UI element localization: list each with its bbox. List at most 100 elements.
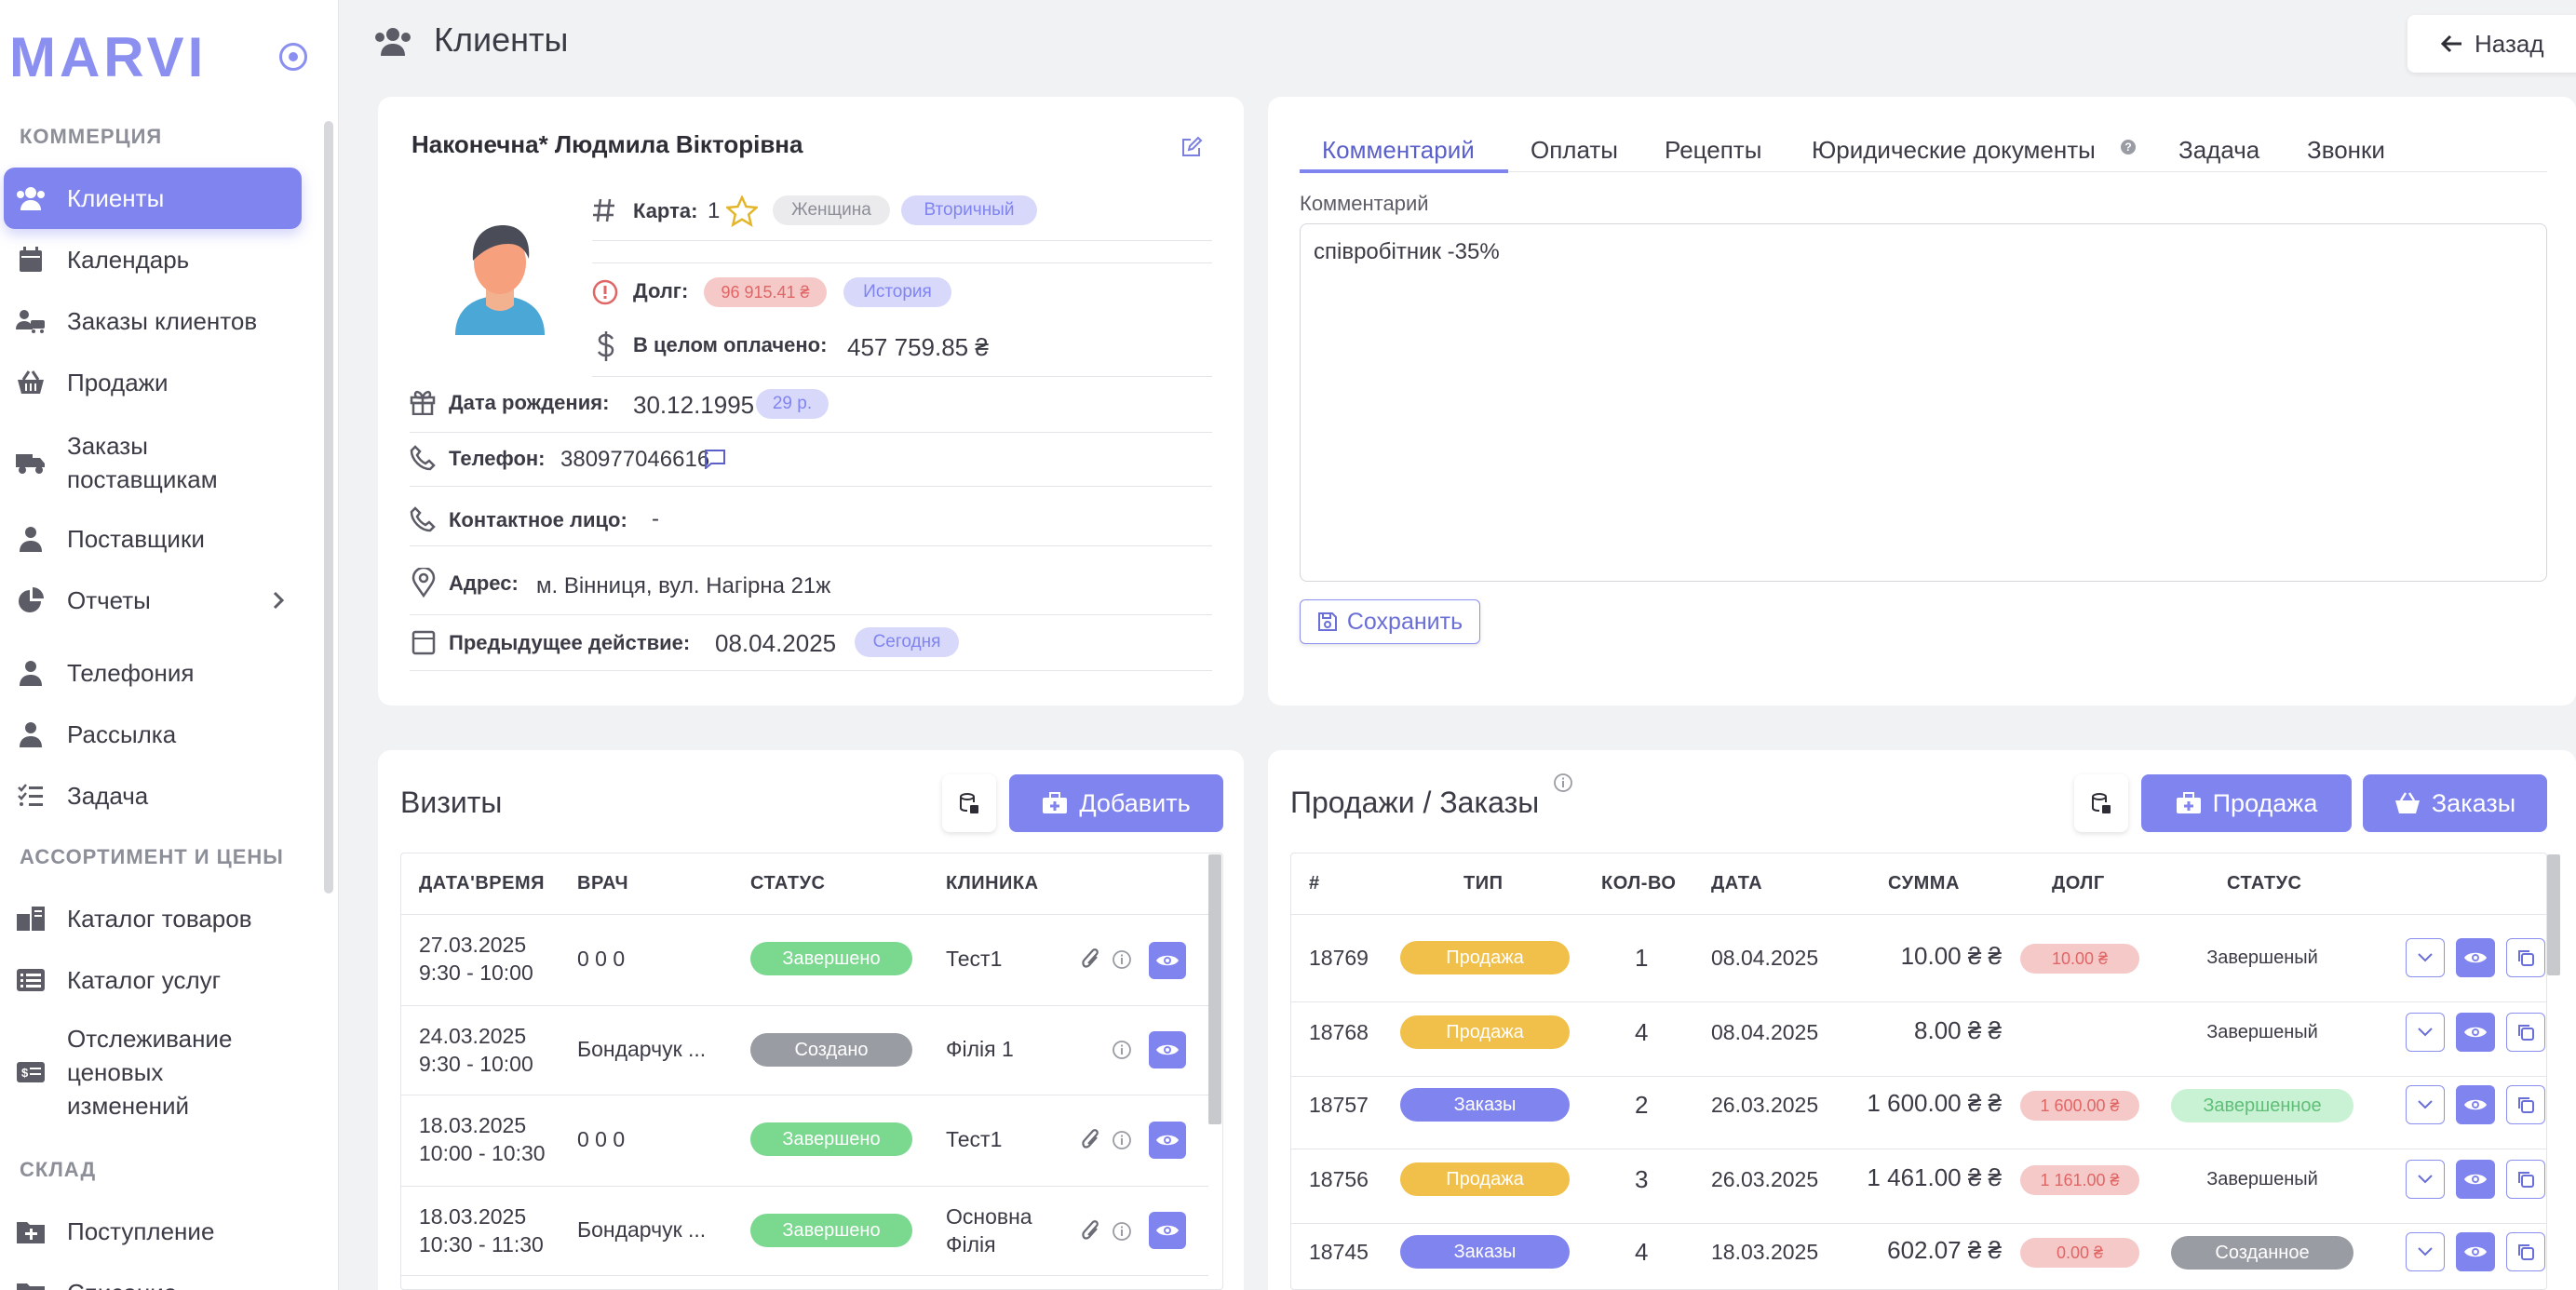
sale-id: 18769 [1309,946,1369,970]
eye-icon [1156,1135,1179,1146]
eye-icon [1156,1225,1179,1236]
location-pin-icon [411,568,436,598]
back-button[interactable]: Назад [2407,15,2576,73]
chevron-right-icon[interactable] [268,590,289,611]
phone-icon [410,506,436,532]
sidebar-item-label: Задача [67,782,149,810]
sidebar-item-supplier-orders[interactable]: Заказы поставщикам [4,421,302,504]
orders-label: Заказы [2431,788,2516,817]
sidebar-item-task[interactable]: Задача [4,765,302,826]
info-icon[interactable] [1553,773,1573,793]
view-button[interactable] [1149,942,1186,979]
save-button[interactable]: Сохранить [1300,599,1480,644]
add-visit-button[interactable]: Добавить [1009,774,1223,832]
col-date[interactable]: ДАТА [1711,873,1763,894]
sidebar-item-suppliers[interactable]: Поставщики [4,508,302,570]
sidebar-item-writeoff[interactable]: Списание [4,1262,302,1290]
tab-task[interactable]: Задача [2178,136,2260,164]
status-badge: Создано [750,1033,912,1067]
catalog-icon [15,903,47,934]
phone-value[interactable]: 380977046616 [560,447,710,472]
copy-button[interactable] [2506,1085,2545,1124]
col-status[interactable]: СТАТУС [750,873,826,894]
sidebar-item-receipt[interactable]: Поступление [4,1201,302,1262]
view-button[interactable] [2456,1160,2495,1199]
visit-date: 27.03.2025 [419,933,527,957]
message-icon[interactable] [704,449,726,469]
view-button[interactable] [1149,1212,1186,1249]
new-sale-button[interactable]: Продажа [2141,774,2352,832]
copy-button[interactable] [2506,1160,2545,1199]
view-button[interactable] [1149,1122,1186,1159]
help-icon[interactable]: ? [2121,140,2136,155]
sidebar-item-label: Поставщики [67,525,205,553]
sidebar-item-price-tracking[interactable]: $ Отслеживание ценовых изменений [4,1020,302,1124]
sidebar-item-client-orders[interactable]: Заказы клиентов [4,290,302,352]
copy-button[interactable] [2506,1013,2545,1052]
history-button[interactable]: История [843,277,951,307]
col-id[interactable]: # [1309,873,1320,894]
col-sum[interactable]: СУММА [1888,873,1960,894]
view-button[interactable] [2456,938,2495,977]
paperclip-icon[interactable] [1080,947,1102,972]
tab-payments[interactable]: Оплаты [1531,136,1618,164]
folder-minus-icon [15,1277,47,1290]
user-tie-icon [15,523,47,555]
tab-prescriptions[interactable]: Рецепты [1665,136,1762,164]
sidebar-item-telephony[interactable]: Телефония [4,642,302,704]
col-clinic[interactable]: КЛИНИКА [946,873,1039,894]
info-icon[interactable] [1112,1130,1132,1150]
info-icon[interactable] [1112,1221,1132,1242]
copy-button[interactable] [2506,1232,2545,1271]
export-button[interactable] [942,774,996,832]
sidebar-item-clients[interactable]: Клиенты [4,168,302,229]
export-button[interactable] [2074,774,2128,832]
col-debt[interactable]: ДОЛГ [2052,873,2105,894]
col-qty[interactable]: КОЛ-ВО [1601,873,1677,894]
col-datetime[interactable]: ДАТА'ВРЕМЯ [419,873,546,894]
expand-button[interactable] [2406,1085,2445,1124]
tab-comment[interactable]: Комментарий [1322,136,1475,164]
birth-label: Дата рождения: [449,391,610,414]
info-icon[interactable] [1112,949,1132,970]
orders-button[interactable]: Заказы [2363,774,2547,832]
collapse-sidebar-icon[interactable] [279,43,307,71]
paperclip-icon[interactable] [1080,1128,1102,1152]
phone-icon [410,445,436,471]
briefcase-plus-icon [2176,792,2201,813]
add-visit-label: Добавить [1079,788,1191,817]
expand-button[interactable] [2406,1013,2445,1052]
view-button[interactable] [1149,1031,1186,1068]
expand-button[interactable] [2406,1232,2445,1271]
comment-textarea[interactable]: співробітник -35% [1300,223,2547,582]
avatar [455,225,545,335]
view-button[interactable] [2456,1232,2495,1271]
tab-calls[interactable]: Звонки [2307,136,2385,164]
sidebar-item-sales[interactable]: Продажи [4,352,302,413]
sidebar-item-goods-catalog[interactable]: Каталог товаров [4,888,302,949]
visits-scrollbar[interactable] [1208,854,1221,1124]
sidebar-scrollbar[interactable] [324,121,333,894]
info-icon[interactable] [1112,1040,1132,1060]
view-button[interactable] [2456,1085,2495,1124]
paperclip-icon[interactable] [1080,1219,1102,1243]
sidebar-item-mailing[interactable]: Рассылка [4,704,302,765]
expand-button[interactable] [2406,1160,2445,1199]
star-icon[interactable] [726,195,758,227]
col-doctor[interactable]: ВРАЧ [577,873,628,894]
edit-icon[interactable] [1180,136,1203,158]
tab-legal-documents[interactable]: Юридические документы [1812,136,2096,164]
sidebar-item-calendar[interactable]: Календарь [4,229,302,290]
sales-scrollbar[interactable] [2547,854,2560,975]
sidebar-item-services-catalog[interactable]: Каталог услуг [4,949,302,1011]
view-button[interactable] [2456,1013,2495,1052]
copy-button[interactable] [2506,938,2545,977]
sidebar-item-reports[interactable]: Отчеты [4,570,302,631]
marvi-logo[interactable]: MARVI [9,24,233,89]
visit-clinic-line2: Філія [946,1232,996,1256]
divider [592,376,1212,377]
col-status[interactable]: СТАТУС [2227,873,2302,894]
col-type[interactable]: ТИП [1463,873,1504,894]
divider [592,240,1212,241]
expand-button[interactable] [2406,938,2445,977]
